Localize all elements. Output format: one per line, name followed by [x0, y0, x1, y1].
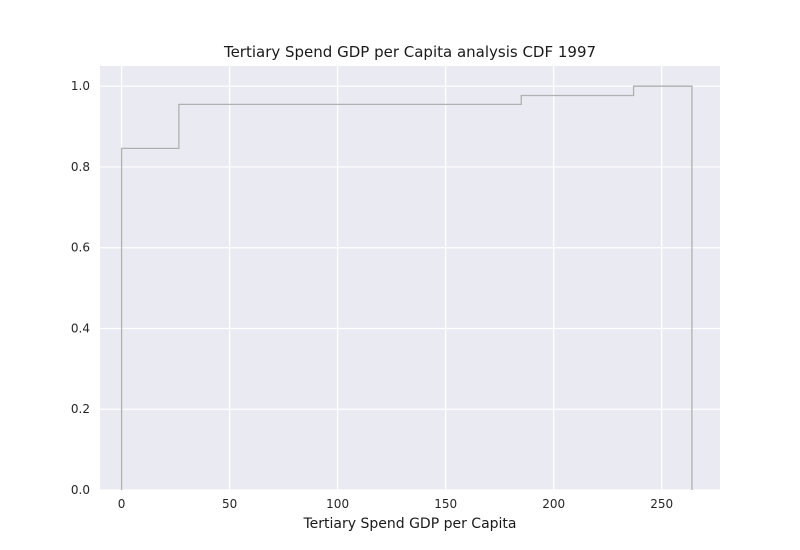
x-axis-label: Tertiary Spend GDP per Capita [302, 516, 516, 532]
x-tick-labels: 0 50 100 150 200 250 [118, 497, 673, 511]
x-tick-label: 250 [650, 497, 673, 511]
y-tick-label: 0.2 [71, 402, 90, 416]
series-group [120, 85, 693, 490]
chart-title: Tertiary Spend GDP per Capita analysis C… [223, 43, 596, 61]
x-tick-label: 0 [118, 497, 126, 511]
x-tick-label: 100 [326, 497, 349, 511]
y-tick-label: 0.4 [71, 321, 90, 335]
y-tick-label: 0.0 [71, 483, 90, 497]
x-tick-label: 200 [542, 497, 565, 511]
x-tick-label: 50 [222, 497, 237, 511]
y-gridlines [100, 85, 720, 491]
y-tick-label: 0.8 [71, 160, 90, 174]
cdf-step-line [120, 85, 693, 490]
y-tick-labels: 0.0 0.2 0.4 0.6 0.8 1.0 [71, 79, 90, 497]
y-tick-label: 0.6 [71, 241, 90, 255]
y-tick-label: 1.0 [71, 79, 90, 93]
x-tick-label: 150 [434, 497, 457, 511]
plot-area [100, 66, 720, 490]
